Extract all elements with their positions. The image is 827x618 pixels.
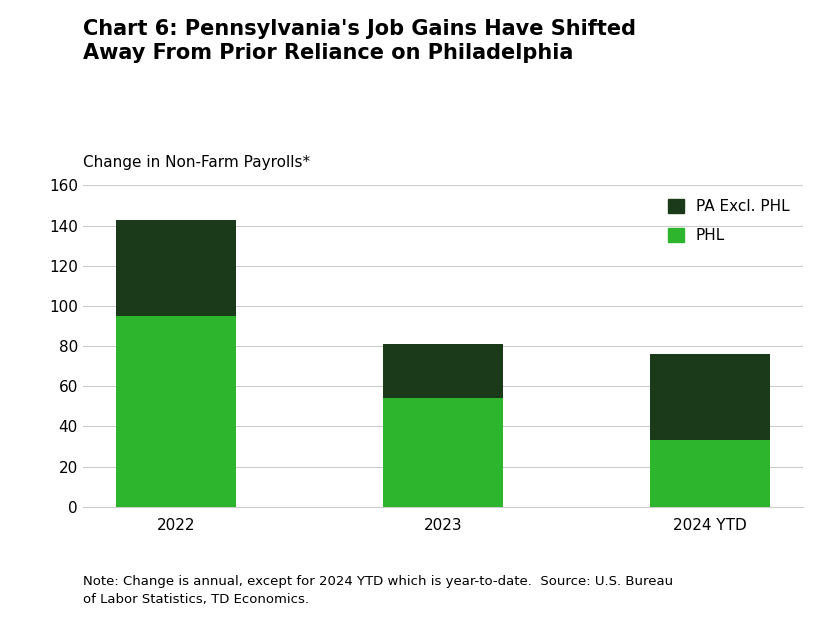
- Bar: [116, 316, 236, 507]
- Text: Chart 6: Pennsylvania's Job Gains Have Shifted
Away From Prior Reliance on Phila: Chart 6: Pennsylvania's Job Gains Have S…: [83, 19, 635, 63]
- Text: Change in Non-Farm Payrolls*: Change in Non-Farm Payrolls*: [83, 155, 309, 170]
- Bar: [116, 219, 236, 316]
- Bar: [649, 441, 769, 507]
- Bar: [649, 354, 769, 441]
- Text: Note: Change is annual, except for 2024 YTD which is year-to-date.  Source: U.S.: Note: Change is annual, except for 2024 …: [83, 575, 672, 606]
- Bar: [382, 399, 503, 507]
- Legend: PA Excl. PHL, PHL: PA Excl. PHL, PHL: [662, 193, 795, 249]
- Bar: [382, 344, 503, 399]
